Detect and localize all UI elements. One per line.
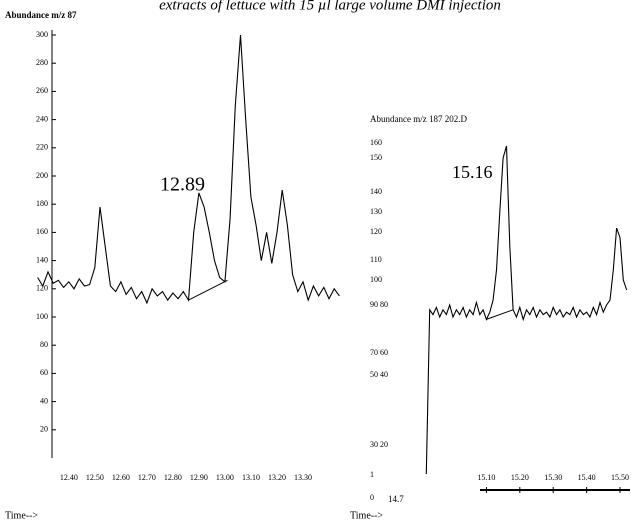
x-tick-label: 15.10 [477, 473, 495, 482]
x-tick-label: 15.40 [578, 473, 596, 482]
y-tick-label: 140 [36, 255, 48, 264]
x-tick-label: 13.00 [216, 473, 234, 482]
x-tick-label: 12.60 [112, 473, 130, 482]
x-tick-label: 13.20 [268, 473, 286, 482]
x-tick-label: 15.50 [611, 473, 629, 482]
x-tick-label: 12.50 [86, 473, 104, 482]
y-tick-label: 300 [36, 30, 48, 39]
y-tick-label: 240 [36, 114, 48, 123]
y-tick-label: 50 40 [370, 370, 388, 379]
y-tick-label: 20 [40, 425, 48, 434]
y-tick-label: 30 20 [370, 440, 388, 449]
y-tick-label: 1 [370, 470, 374, 479]
x-tick-label: 13.10 [242, 473, 260, 482]
y-tick-label: 100 [36, 312, 48, 321]
peak-annotation: 15.16 [452, 162, 493, 182]
x-tick-label: 12.90 [190, 473, 208, 482]
y-axis-label: Abundance m/z 187 202.D [370, 114, 467, 124]
y-tick-label: 200 [36, 171, 48, 180]
integration-baseline [486, 309, 514, 320]
y-tick-label: 80 [40, 340, 48, 349]
y-tick-label: 220 [36, 143, 48, 152]
x-axis-label: Time--> [350, 510, 383, 521]
x-start-label: 14.7 [388, 494, 404, 504]
y-tick-label: 120 [36, 284, 48, 293]
y-tick-label: 160 [370, 138, 382, 147]
signal-trace [425, 145, 628, 475]
y-tick-label: 40 [40, 396, 48, 405]
y-tick-label: 160 [36, 227, 48, 236]
y-tick-label: 130 [370, 207, 382, 216]
y-tick-label: 0 [370, 493, 374, 502]
figure-title: extracts of lettuce with 15 µl large vol… [159, 0, 501, 13]
x-tick-label: 15.20 [511, 473, 529, 482]
y-tick-label: 90 80 [370, 300, 388, 309]
y-axis-label: Abundance m/z 87 [5, 10, 77, 20]
x-tick-label: 12.40 [60, 473, 78, 482]
y-tick-label: 280 [36, 58, 48, 67]
integration-baseline [188, 279, 228, 301]
peak-annotation: 12.89 [160, 174, 205, 196]
y-tick-label: 110 [370, 255, 382, 264]
x-axis-label: Time--> [5, 510, 38, 521]
y-tick-label: 120 [370, 227, 382, 236]
y-tick-label: 140 [370, 187, 382, 196]
y-tick-label: 60 [40, 368, 48, 377]
x-tick-label: 15.30 [544, 473, 562, 482]
y-tick-label: 70 60 [370, 348, 388, 357]
y-tick-label: 260 [36, 86, 48, 95]
y-tick-label: 100 [370, 275, 382, 284]
y-tick-label: 150 [370, 153, 382, 162]
x-tick-label: 12.70 [138, 473, 156, 482]
x-tick-label: 13.30 [294, 473, 312, 482]
y-tick-label: 180 [36, 199, 48, 208]
x-tick-label: 12.80 [164, 473, 182, 482]
